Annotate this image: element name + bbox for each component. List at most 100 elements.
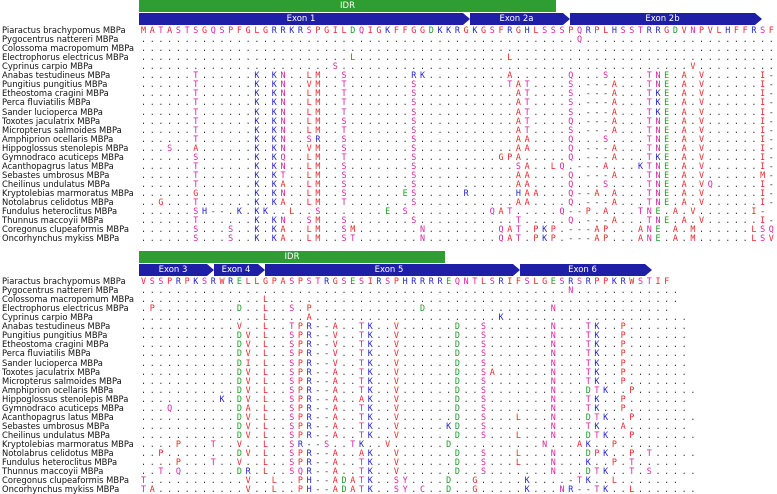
residue: T: [515, 234, 522, 243]
residue: .: [698, 234, 705, 243]
residue: .: [541, 485, 548, 494]
residue: L: [271, 485, 278, 494]
residue: -: [768, 198, 775, 207]
residue: S: [192, 234, 199, 243]
idr-bar-label: IDR: [340, 1, 355, 11]
residue: .: [157, 485, 164, 494]
exon-arrow: Exon 1: [139, 13, 463, 25]
residue: A: [672, 234, 679, 243]
residue: .: [689, 467, 696, 476]
idr-bar-label: IDR: [285, 252, 300, 262]
residue: .: [498, 485, 505, 494]
residue: D: [445, 485, 452, 494]
residue: .: [515, 485, 522, 494]
arrowhead-icon: [563, 13, 570, 25]
residue: .: [175, 234, 182, 243]
residue: .: [436, 234, 443, 243]
residue: .: [681, 467, 688, 476]
residue: .: [454, 485, 461, 494]
residue: .: [402, 234, 409, 243]
residue: .: [288, 234, 295, 243]
residue: L: [306, 234, 313, 243]
exon-arrow-label: Exon 3: [159, 265, 188, 275]
residue: .: [489, 485, 496, 494]
residue: D: [341, 485, 348, 494]
residue: .: [463, 234, 470, 243]
residue: -: [585, 485, 592, 494]
residue: .: [480, 234, 487, 243]
residue: .: [384, 234, 391, 243]
residue: .: [297, 234, 304, 243]
residue: V: [768, 234, 775, 243]
idr-bar: IDR: [139, 251, 445, 263]
residue: .: [218, 485, 225, 494]
species-name: Oncorhynchus mykiss MBPa: [2, 234, 119, 243]
species-name: Oncorhynchus mykiss MBPa: [2, 485, 119, 494]
residue: .: [532, 485, 539, 494]
residue: T: [593, 485, 600, 494]
residue: T: [140, 485, 147, 494]
residue: .: [184, 485, 191, 494]
residue: .: [280, 485, 287, 494]
residue: .: [428, 234, 435, 243]
residue: .: [463, 485, 470, 494]
residue: .: [742, 234, 749, 243]
arrowhead-icon: [258, 264, 265, 276]
residue: .: [559, 234, 566, 243]
residue: .: [332, 234, 339, 243]
residue: A: [280, 234, 287, 243]
residue: S: [393, 485, 400, 494]
residue: K: [524, 485, 531, 494]
exon-arrow-label: Exon 2a: [499, 14, 533, 24]
residue: .: [192, 485, 199, 494]
residue: A: [332, 485, 339, 494]
residue: .: [262, 234, 269, 243]
residue: .: [375, 234, 382, 243]
residue: .: [681, 449, 688, 458]
residue: -: [323, 485, 330, 494]
residue: .: [236, 485, 243, 494]
residue: -: [585, 234, 592, 243]
residue: .: [201, 234, 208, 243]
residue: .: [681, 234, 688, 243]
residue: .: [716, 234, 723, 243]
residue: .: [288, 485, 295, 494]
residue: P: [550, 234, 557, 243]
residue: A: [349, 485, 356, 494]
residue: .: [471, 234, 478, 243]
residue: .: [489, 234, 496, 243]
residue: .: [506, 485, 513, 494]
residue: .: [637, 485, 644, 494]
residue: .: [672, 295, 679, 304]
residue: S: [759, 234, 766, 243]
residue: .: [166, 485, 173, 494]
residue: M: [689, 234, 696, 243]
residue: .: [646, 485, 653, 494]
residue: .: [689, 449, 696, 458]
residue: .: [149, 234, 156, 243]
residue: .: [428, 485, 435, 494]
residue: -: [576, 485, 583, 494]
residue: .: [689, 413, 696, 422]
residue: K: [253, 234, 260, 243]
arrowhead-icon: [755, 13, 762, 25]
residue: .: [663, 485, 670, 494]
residue: T: [349, 234, 356, 243]
residue: .: [166, 234, 173, 243]
residue: .: [253, 485, 260, 494]
residue: R: [567, 485, 574, 494]
residue: .: [157, 234, 164, 243]
residue: A: [637, 234, 644, 243]
residue: A: [506, 234, 513, 243]
residue: .: [663, 234, 670, 243]
arrowhead-icon: [463, 13, 470, 25]
residue: .: [140, 234, 147, 243]
residue: C: [419, 485, 426, 494]
residue: .: [375, 485, 382, 494]
residue: -: [576, 234, 583, 243]
residue: .: [445, 234, 452, 243]
exon-arrow: Exon 4: [214, 264, 258, 276]
residue: P: [532, 234, 539, 243]
residue: P: [602, 234, 609, 243]
residue: M: [314, 234, 321, 243]
